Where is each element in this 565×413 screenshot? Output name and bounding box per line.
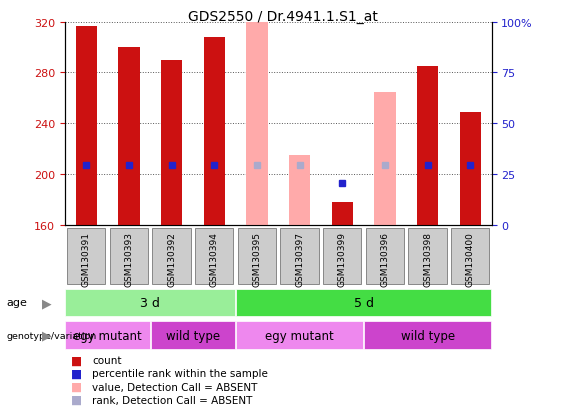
Bar [289,156,310,225]
Text: 5 d: 5 d [354,296,373,309]
Text: GSM130394: GSM130394 [210,232,219,287]
Text: GSM130396: GSM130396 [380,232,389,287]
Text: GSM130398: GSM130398 [423,232,432,287]
Text: GSM130392: GSM130392 [167,232,176,287]
FancyBboxPatch shape [323,228,362,284]
FancyBboxPatch shape [195,228,233,284]
Text: ■: ■ [71,380,82,393]
FancyBboxPatch shape [280,228,319,284]
FancyBboxPatch shape [364,322,491,349]
FancyBboxPatch shape [236,322,363,349]
FancyBboxPatch shape [153,228,191,284]
FancyBboxPatch shape [366,228,404,284]
FancyBboxPatch shape [451,228,489,284]
FancyBboxPatch shape [67,228,106,284]
Text: GSM130391: GSM130391 [82,232,91,287]
FancyBboxPatch shape [151,322,235,349]
FancyBboxPatch shape [66,322,150,349]
Text: percentile rank within the sample: percentile rank within the sample [92,368,268,378]
Bar [161,61,182,225]
Text: egy mutant: egy mutant [265,329,334,342]
Text: GSM130400: GSM130400 [466,232,475,287]
Bar [417,67,438,225]
Text: genotype/variation: genotype/variation [7,331,97,340]
Text: GDS2550 / Dr.4941.1.S1_at: GDS2550 / Dr.4941.1.S1_at [188,10,377,24]
Bar [246,23,268,225]
FancyBboxPatch shape [238,228,276,284]
Text: ▶: ▶ [41,296,51,309]
Bar [76,26,97,225]
Text: egy mutant: egy mutant [73,329,142,342]
Text: wild type: wild type [401,329,455,342]
FancyBboxPatch shape [66,290,235,316]
Bar [118,48,140,225]
Text: ▶: ▶ [41,329,51,342]
Bar [332,202,353,225]
Text: age: age [7,298,28,308]
FancyBboxPatch shape [110,228,148,284]
Text: wild type: wild type [166,329,220,342]
FancyBboxPatch shape [236,290,491,316]
Bar [203,38,225,225]
Bar [374,92,396,225]
Text: value, Detection Call = ABSENT: value, Detection Call = ABSENT [92,382,258,392]
Text: GSM130393: GSM130393 [124,232,133,287]
Text: GSM130395: GSM130395 [253,232,262,287]
Text: ■: ■ [71,367,82,380]
Bar [459,112,481,225]
Text: count: count [92,355,121,365]
FancyBboxPatch shape [408,228,447,284]
Text: ■: ■ [71,393,82,406]
Text: ■: ■ [71,354,82,367]
Text: GSM130397: GSM130397 [295,232,304,287]
Text: GSM130399: GSM130399 [338,232,347,287]
Text: 3 d: 3 d [140,296,160,309]
Text: rank, Detection Call = ABSENT: rank, Detection Call = ABSENT [92,395,253,405]
